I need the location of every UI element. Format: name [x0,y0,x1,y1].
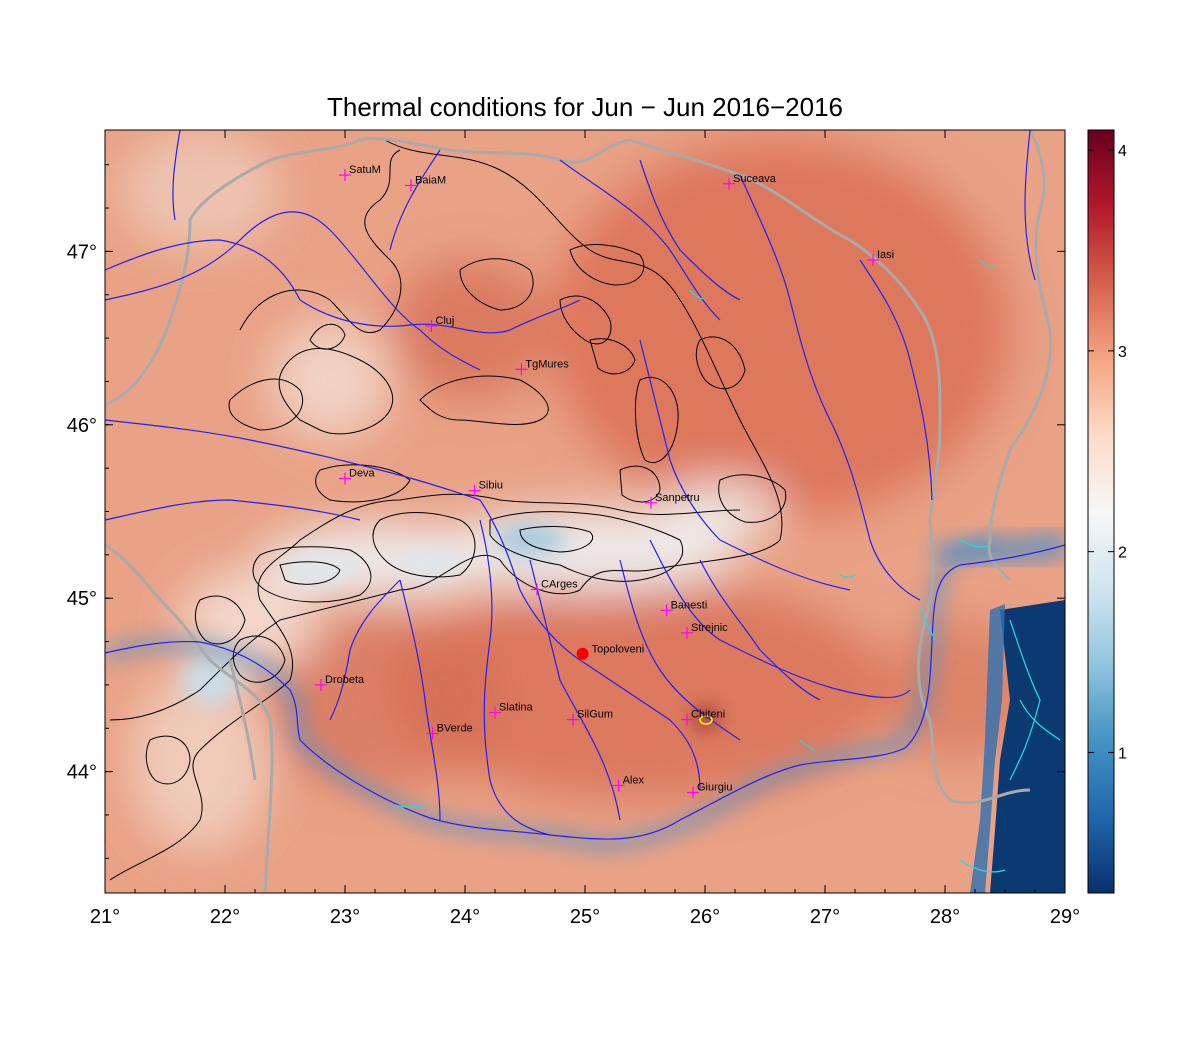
x-tick-label: 21° [90,906,120,928]
map-title: Thermal conditions for Jun − Jun 2016−20… [326,92,843,122]
x-tick-label: 25° [570,906,600,928]
hotspot-contour [699,715,713,725]
y-tick-label: 45° [67,588,97,610]
city-label: Cluj [435,315,454,327]
city-marker: Cluj [425,315,454,332]
city-label: Chiteni [691,709,725,721]
city-label: BVerde [437,722,473,734]
y-tick-label: 46° [67,415,97,437]
axis-ticks: 21° 22° 23° 24° 25° 26° 27° 28° 29° 44° 45° 46° 47° [67,130,1080,928]
city-marker: Chiteni [681,709,725,726]
y-tick-label: 44° [67,762,97,784]
x-tick-label: 27° [810,906,840,928]
city-label: Strejnic [691,622,728,634]
x-tick-label: 26° [690,906,720,928]
city-marker: Iasi [867,249,894,267]
city-marker: Banesti [660,599,708,617]
city-marker: Slatina [489,702,534,719]
colorbar-scale [1087,129,1115,894]
colorbar-tick-label: 1 [1118,745,1127,762]
city-marker: SilGum [567,709,613,726]
city-label: BaiaM [415,174,446,186]
city-label: Giurgiu [697,781,732,793]
x-tick-label: 22° [210,906,240,928]
city-label: Drobeta [325,674,365,686]
city-marker: Sanpetru [645,492,700,509]
x-tick-label: 23° [330,906,360,928]
city-label: Sibiu [479,480,503,492]
colorbar-tick-label: 2 [1118,545,1127,562]
colorbar: 1 2 3 4 [1087,129,1127,894]
city-marker: BaiaM [405,174,446,192]
rivers [105,130,1065,840]
city-label: TgMures [525,358,569,370]
city-marker: Giurgiu [687,781,732,799]
city-marker: BVerde [426,722,473,740]
city-marker: Deva [339,468,376,485]
country-borders [105,130,1053,893]
city-marker: Sibiu [468,480,503,497]
city-label: Deva [349,468,376,480]
city-marker: SatuM [339,164,381,182]
city-label: SatuM [349,164,381,176]
highlight-station-label: Topoloveni [592,644,645,656]
x-tick-label: 24° [450,906,480,928]
city-marker: Alex [612,774,645,792]
city-label: Banesti [671,599,708,611]
x-tick-label: 28° [930,906,960,928]
city-label: Sanpetru [655,492,700,504]
lakes [394,259,1061,873]
elevation-contours [109,139,787,881]
city-marker: CArges [531,579,578,596]
city-marker: Strejnic [681,622,728,639]
colorbar-ticks: 1 2 3 4 [1088,143,1127,762]
colorbar-tick-label: 3 [1118,344,1127,361]
city-markers: SatuM BaiaM Suceava Iasi Cluj TgMures Deva Sibi… [315,164,894,799]
city-label: Iasi [877,249,894,261]
city-label: Alex [623,774,645,786]
city-marker: TgMures [515,358,569,376]
city-label: Slatina [499,702,534,714]
colorbar-tick-label: 4 [1118,143,1127,160]
y-tick-label: 47° [67,241,97,263]
city-marker: Drobeta [315,674,365,691]
city-label: SilGum [577,709,613,721]
city-label: Suceava [733,173,777,185]
city-marker: Suceava [723,173,777,190]
heat-field [105,130,1065,893]
city-label: CArges [541,579,578,591]
x-tick-label: 29° [1050,906,1080,928]
highlight-station-marker [576,647,589,660]
